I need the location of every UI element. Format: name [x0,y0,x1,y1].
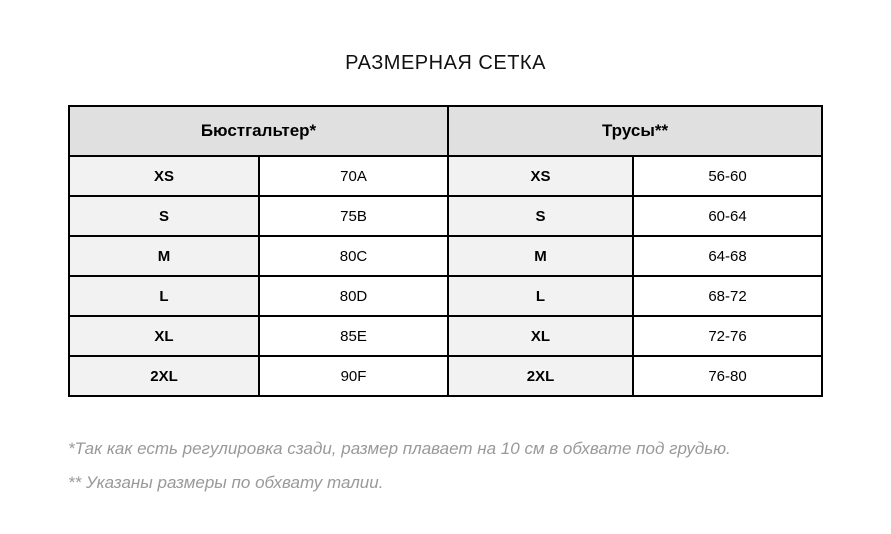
table-header-row: Бюстгальтер* Трусы** [68,105,824,157]
bra-size-value: 80C [258,235,449,277]
page-title: РАЗМЕРНАЯ СЕТКА [345,52,546,74]
footnote-panties: ** Указаны размеры по обхвату талии. [68,473,384,492]
bra-size-label: S [68,195,260,237]
panties-size-value: 68-72 [631,275,824,317]
panties-size-value: 76-80 [631,355,824,397]
bra-size-value: 75B [258,195,449,237]
panties-size-label: L [447,275,634,317]
panties-size-label: M [447,235,634,277]
bra-size-label: M [68,235,260,277]
panties-size-label: XS [447,155,634,197]
bra-size-label: XL [68,315,260,357]
footnote-bra: *Так как есть регулировка сзади, размер … [68,439,731,458]
bra-size-value: 70A [258,155,449,197]
panties-size-value: 72-76 [631,315,824,357]
table-row: XL 85E XL 72-76 [68,315,824,357]
table-row: L 80D L 68-72 [68,275,824,317]
panties-size-value: 60-64 [631,195,824,237]
panties-size-label: 2XL [447,355,634,397]
footnotes: *Так как есть регулировка сзади, размер … [68,432,848,500]
bra-size-label: 2XL [68,355,260,397]
bra-size-label: L [68,275,260,317]
panties-size-value: 64-68 [631,235,824,277]
table-row: XS 70A XS 56-60 [68,155,824,197]
bra-size-value: 80D [258,275,449,317]
panties-column-header: Трусы** [446,105,824,157]
bra-size-value: 90F [258,355,449,397]
bra-column-header: Бюстгальтер* [68,105,449,157]
table-row: M 80C M 64-68 [68,235,824,277]
table-row: S 75B S 60-64 [68,195,824,237]
size-table: Бюстгальтер* Трусы** XS 70A XS 56-60 S 7… [68,105,824,397]
table-row: 2XL 90F 2XL 76-80 [68,355,824,397]
panties-size-label: S [447,195,634,237]
bra-size-value: 85E [258,315,449,357]
bra-size-label: XS [68,155,260,197]
panties-size-value: 56-60 [631,155,824,197]
panties-size-label: XL [447,315,634,357]
